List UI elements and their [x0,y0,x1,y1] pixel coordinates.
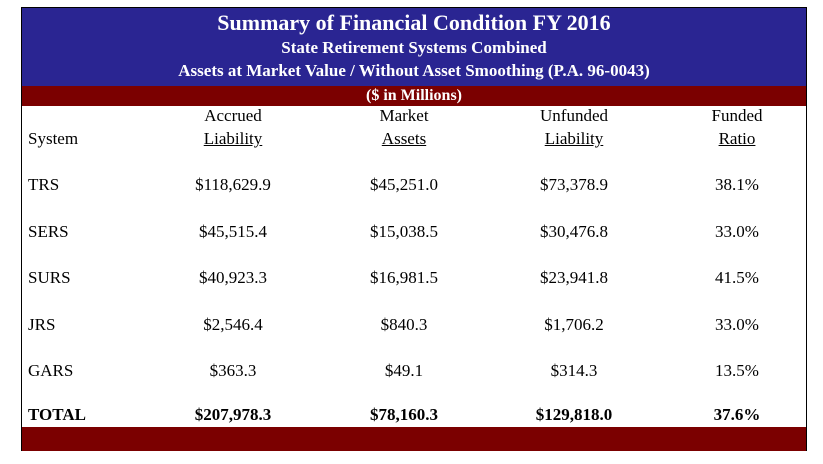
row-jrs-system: JRS [28,315,56,334]
row-gars-accrued: $363.3 [209,361,257,380]
row-sers-ratio: 33.0% [715,222,759,241]
header-system: System [28,129,79,148]
total-system: TOTAL [28,405,86,424]
row-jrs-market: $840.3 [380,315,428,334]
title-line-1: Summary of Financial Condition FY 2016 [217,10,611,35]
footer-band [22,427,806,451]
header-funded-top: Funded [711,106,763,125]
row-gars-unfunded: $314.3 [550,361,598,380]
total-unfunded: $129,818.0 [535,405,613,424]
row-trs-system: TRS [28,175,60,194]
header-accrued-top: Accrued [204,106,262,125]
header-unfunded-bottom-text: Liability [544,129,604,148]
units-band: ($ in Millions) [22,86,806,106]
header-unfunded-top: Unfunded [540,106,608,125]
header-accrued-bottom: Liability [153,129,313,149]
row-surs-market: $16,981.5 [370,268,438,287]
header-unfunded-bottom: Liability [494,129,654,149]
header-funded-bottom-text: Ratio [718,129,756,148]
title-line-3: Assets at Market Value / Without Asset S… [178,61,650,80]
total-accrued: $207,978.3 [194,405,272,424]
row-surs-unfunded: $23,941.8 [540,268,608,287]
row-jrs-unfunded: $1,706.2 [544,315,604,334]
row-sers-unfunded: $30,476.8 [540,222,608,241]
row-trs-accrued: $118,629.9 [195,175,271,194]
total-market: $78,160.3 [370,405,438,424]
row-sers-market: $15,038.5 [370,222,438,241]
title-banner: Summary of Financial Condition FY 2016 S… [22,8,806,86]
row-jrs-accrued: $2,546.4 [203,315,263,334]
header-funded-bottom: Ratio [672,129,802,149]
financial-summary-table: Summary of Financial Condition FY 2016 S… [21,7,807,451]
title-line-2: State Retirement Systems Combined [281,38,547,57]
row-sers-system: SERS [28,222,69,241]
row-surs-ratio: 41.5% [715,268,759,287]
row-trs-market: $45,251.0 [370,175,438,194]
row-trs-unfunded: $73,378.9 [540,175,608,194]
header-market-top: Market [379,106,429,125]
row-jrs-ratio: 33.0% [715,315,759,334]
header-market-bottom: Assets [324,129,484,149]
row-trs-ratio: 38.1% [715,175,759,194]
header-accrued-bottom-text: Liability [203,129,263,148]
row-gars-system: GARS [28,361,74,380]
row-surs-system: SURS [28,268,71,287]
row-surs-accrued: $40,923.3 [199,268,267,287]
row-gars-market: $49.1 [384,361,424,380]
row-gars-ratio: 13.5% [715,361,759,380]
row-sers-accrued: $45,515.4 [199,222,267,241]
total-ratio: 37.6% [713,405,761,424]
header-market-bottom-text: Assets [381,129,427,148]
